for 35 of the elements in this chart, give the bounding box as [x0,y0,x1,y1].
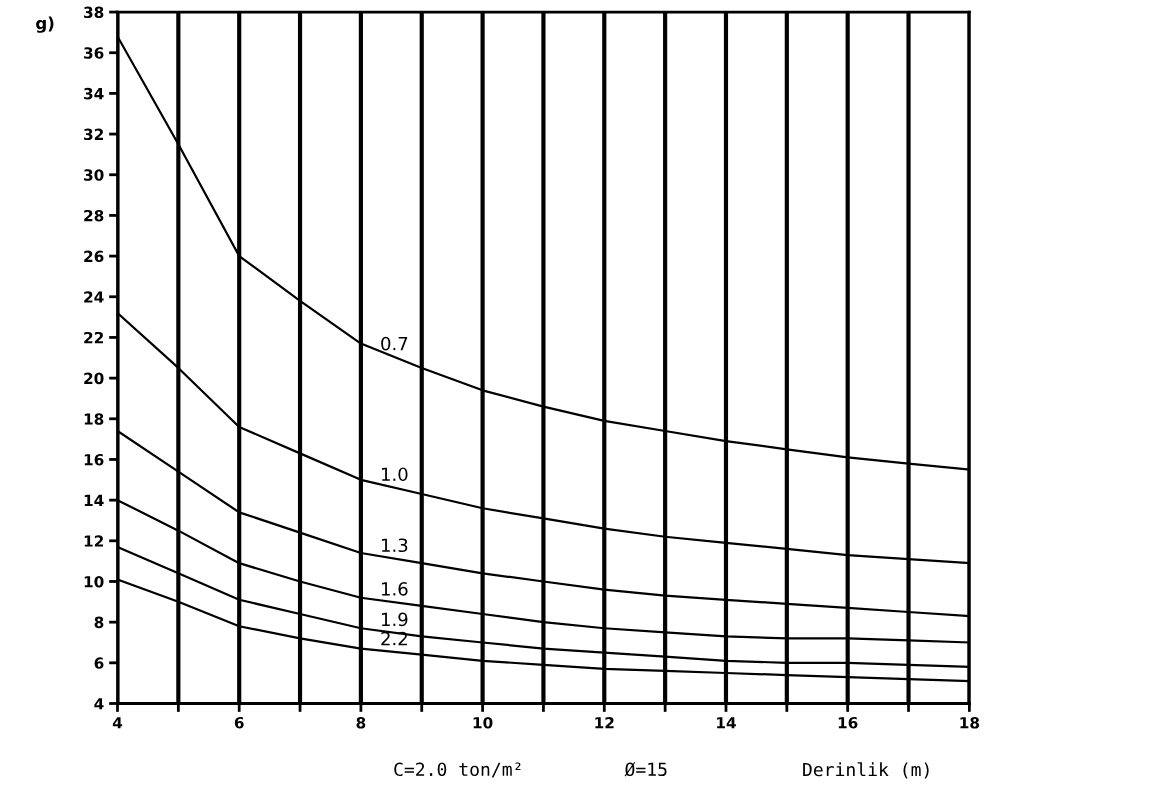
series-label: 1.0 [381,467,408,482]
y-tick-label: 24 [84,291,104,303]
x-tick-label: 8 [356,716,366,729]
x-tick-label: 12 [595,716,614,729]
series-label: 1.9 [381,612,408,627]
x-tick-label: 18 [960,716,980,729]
series-label: 1.6 [381,582,408,596]
y-tick-label: 26 [84,250,104,263]
y-tick-label: 4 [94,698,104,710]
y-tick-label: 34 [84,87,104,100]
y-tick-label: 38 [84,6,104,19]
x-axis-title: Derinlik (m) [803,762,929,779]
series-label: 0.7 [381,336,408,351]
text: C=2.0 ton/m² [394,762,521,778]
y-tick-label: 22 [84,331,103,344]
y-tick-label: 6 [94,657,104,669]
y-tick-label: 12 [84,535,103,547]
y-tick-label: 14 [84,494,104,506]
x-tick-label: 6 [234,716,244,729]
y-tick-label: 18 [84,413,104,425]
x-tick-label: 4 [112,717,123,729]
series-label: 1.3 [381,538,408,553]
y-tick-label: 20 [84,372,104,385]
y-tick-label: 30 [84,169,104,181]
y-tick-label: 8 [94,616,104,629]
text: Ø=15 [624,762,667,777]
y-tick-label: 32 [84,128,103,141]
y-tick-label: 10 [84,575,104,588]
x-tick-label: 14 [717,717,736,729]
y-tick-label: 16 [84,453,104,466]
y-tick-label: 36 [84,47,104,59]
x-tick-label: 10 [473,716,493,729]
y-axis-title: g) [36,16,54,33]
x-tick-label: 16 [838,716,858,729]
y-tick-label: 28 [84,209,104,222]
